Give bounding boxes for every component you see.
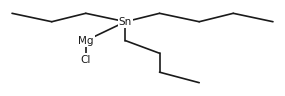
Text: Sn: Sn <box>119 17 132 27</box>
Text: Cl: Cl <box>81 55 91 65</box>
Text: Mg: Mg <box>78 36 93 46</box>
